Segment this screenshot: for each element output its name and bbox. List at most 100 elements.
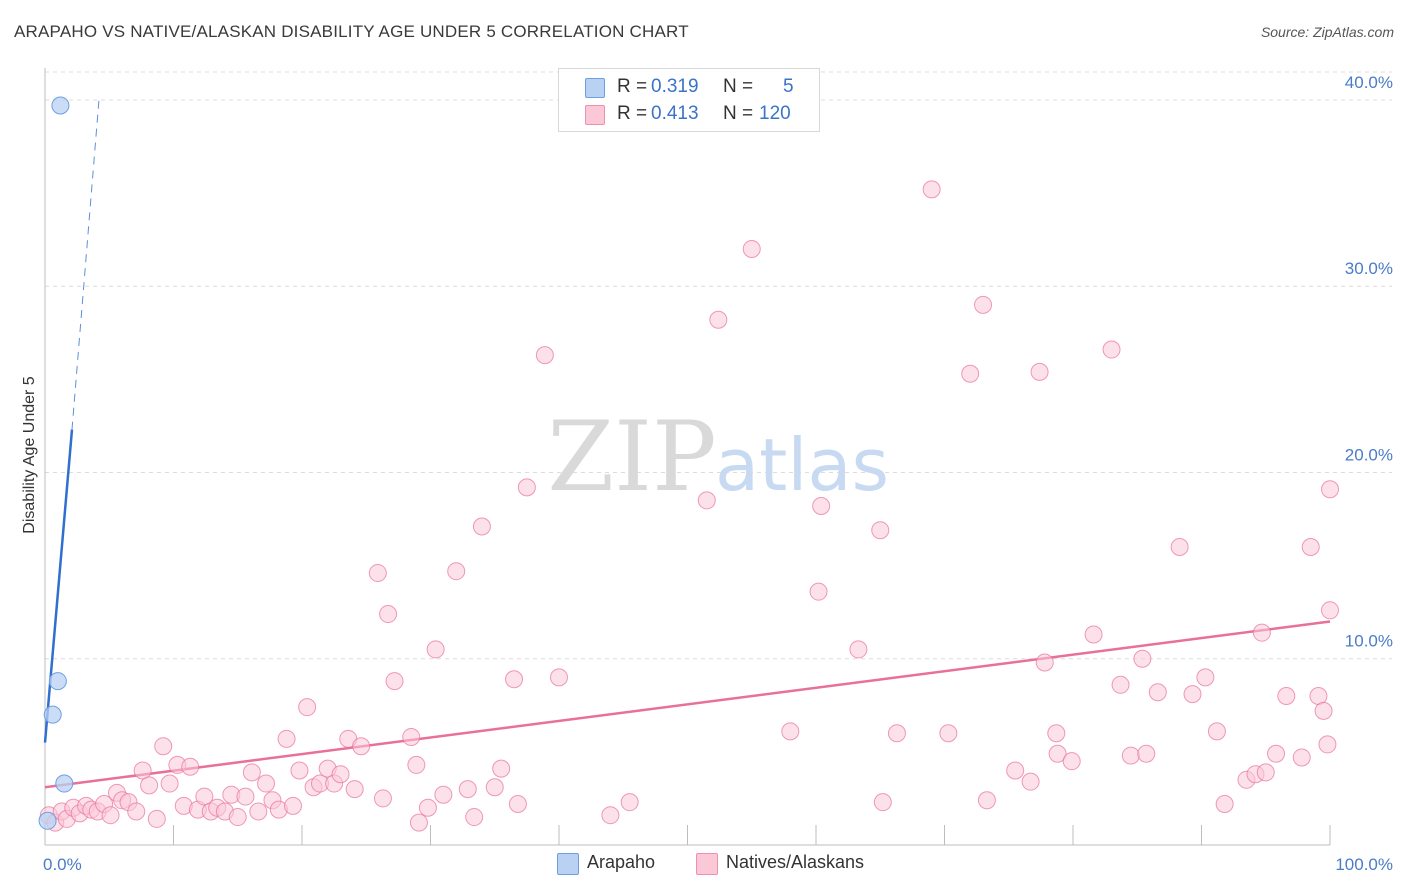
natives-point — [939, 724, 958, 743]
natives-point — [181, 757, 200, 776]
natives-point — [331, 765, 350, 784]
natives-point — [742, 239, 761, 258]
natives-point — [1170, 537, 1189, 556]
natives-point — [601, 806, 620, 825]
natives-point — [277, 729, 296, 748]
watermark-zip: ZIP — [547, 401, 716, 513]
arapaho-point — [38, 811, 57, 830]
natives-point — [1137, 744, 1156, 763]
natives-point — [1277, 686, 1296, 705]
natives-point — [1048, 744, 1067, 763]
arapaho-trend-extension — [71, 99, 100, 430]
natives-point — [1215, 795, 1234, 814]
natives-point — [426, 640, 445, 659]
natives-point — [697, 491, 716, 510]
natives-point — [1256, 763, 1275, 782]
data-points — [38, 96, 1339, 832]
natives-point — [922, 180, 941, 199]
natives-point — [550, 668, 568, 687]
natives-trend-line — [44, 620, 1331, 789]
y-tick-label: 20.0% — [1345, 445, 1393, 464]
natives-point — [812, 496, 831, 515]
chart-title: ARAPAHO VS NATIVE/ALASKAN DISABILITY AGE… — [14, 22, 689, 41]
natives-point — [1196, 668, 1215, 687]
natives-point — [974, 295, 993, 314]
natives-point — [1207, 722, 1226, 741]
bottom-legend-swatch-arapaho — [557, 853, 579, 875]
legend-n-value: 5 — [783, 76, 794, 97]
natives-point — [535, 346, 554, 365]
source-label: Source: ZipAtlas.com — [1260, 24, 1394, 40]
natives-point — [961, 364, 980, 383]
natives-point — [434, 785, 453, 804]
natives-point — [977, 791, 996, 810]
natives-point — [368, 564, 387, 583]
legend-r-label: R = — [617, 76, 648, 97]
natives-point — [127, 802, 146, 821]
natives-point — [1006, 761, 1025, 780]
natives-point — [101, 806, 120, 825]
natives-point — [809, 582, 828, 601]
natives-point — [781, 722, 800, 741]
natives-point — [298, 698, 317, 717]
natives-point — [871, 521, 890, 540]
natives-point — [1084, 625, 1103, 644]
legend-row-arapaho: R = 0.319 N = 5 — [559, 74, 819, 100]
y-axis-title: Disability Age Under 5 — [21, 376, 38, 534]
natives-point — [1030, 362, 1049, 381]
natives-point — [465, 808, 484, 827]
correlation-legend: R = 0.319 N = 5 R = 0.413 N = 120 — [558, 68, 820, 132]
legend-n-label: N = — [723, 103, 754, 124]
natives-point — [352, 737, 371, 756]
natives-point — [1301, 537, 1320, 556]
natives-point — [472, 517, 491, 536]
natives-point — [1292, 748, 1311, 767]
natives-point — [133, 761, 152, 780]
natives-point — [447, 562, 466, 581]
natives-point — [409, 813, 428, 832]
arapaho-point — [48, 672, 67, 691]
natives-point — [418, 798, 437, 817]
natives-point — [1133, 649, 1152, 668]
gridlines — [45, 71, 1392, 660]
natives-point — [887, 724, 906, 743]
natives-point — [492, 759, 511, 778]
legend-n-value: 120 — [759, 103, 791, 124]
natives-point — [154, 737, 173, 756]
y-tick-label: 40.0% — [1345, 73, 1393, 92]
natives-point — [195, 787, 214, 806]
natives-point — [140, 776, 159, 795]
bottom-legend-swatch-natives — [696, 853, 718, 875]
watermark: ZIP atlas — [547, 401, 889, 513]
natives-point — [1035, 653, 1054, 672]
natives-point — [407, 755, 426, 774]
arapaho-point — [51, 96, 70, 115]
natives-point — [508, 795, 527, 814]
natives-point — [290, 761, 309, 780]
natives-point — [1102, 340, 1121, 359]
legend-swatch-natives — [585, 105, 605, 125]
legend-row-natives: R = 0.413 N = 120 — [559, 101, 819, 127]
natives-point — [620, 793, 639, 812]
natives-point — [345, 780, 364, 799]
natives-point — [257, 774, 276, 793]
natives-point — [1314, 701, 1333, 720]
natives-point — [1111, 675, 1130, 694]
arapaho-point — [55, 774, 74, 793]
natives-point — [873, 793, 892, 812]
natives-point — [1047, 724, 1066, 743]
legend-r-label: R = — [617, 103, 648, 124]
natives-point — [402, 727, 421, 746]
bottom-legend-label: Arapaho — [587, 852, 656, 872]
natives-point — [485, 778, 504, 797]
legend-r-value: 0.319 — [651, 76, 699, 97]
natives-point — [284, 796, 303, 815]
natives-point — [1148, 683, 1167, 702]
natives-point — [385, 672, 404, 691]
watermark-atlas: atlas — [715, 423, 889, 507]
trend-lines — [43, 99, 1331, 789]
natives-point — [249, 802, 268, 821]
arapaho-trend-line — [43, 429, 74, 743]
legend-n-label: N = — [723, 76, 754, 97]
natives-point — [1321, 480, 1339, 499]
